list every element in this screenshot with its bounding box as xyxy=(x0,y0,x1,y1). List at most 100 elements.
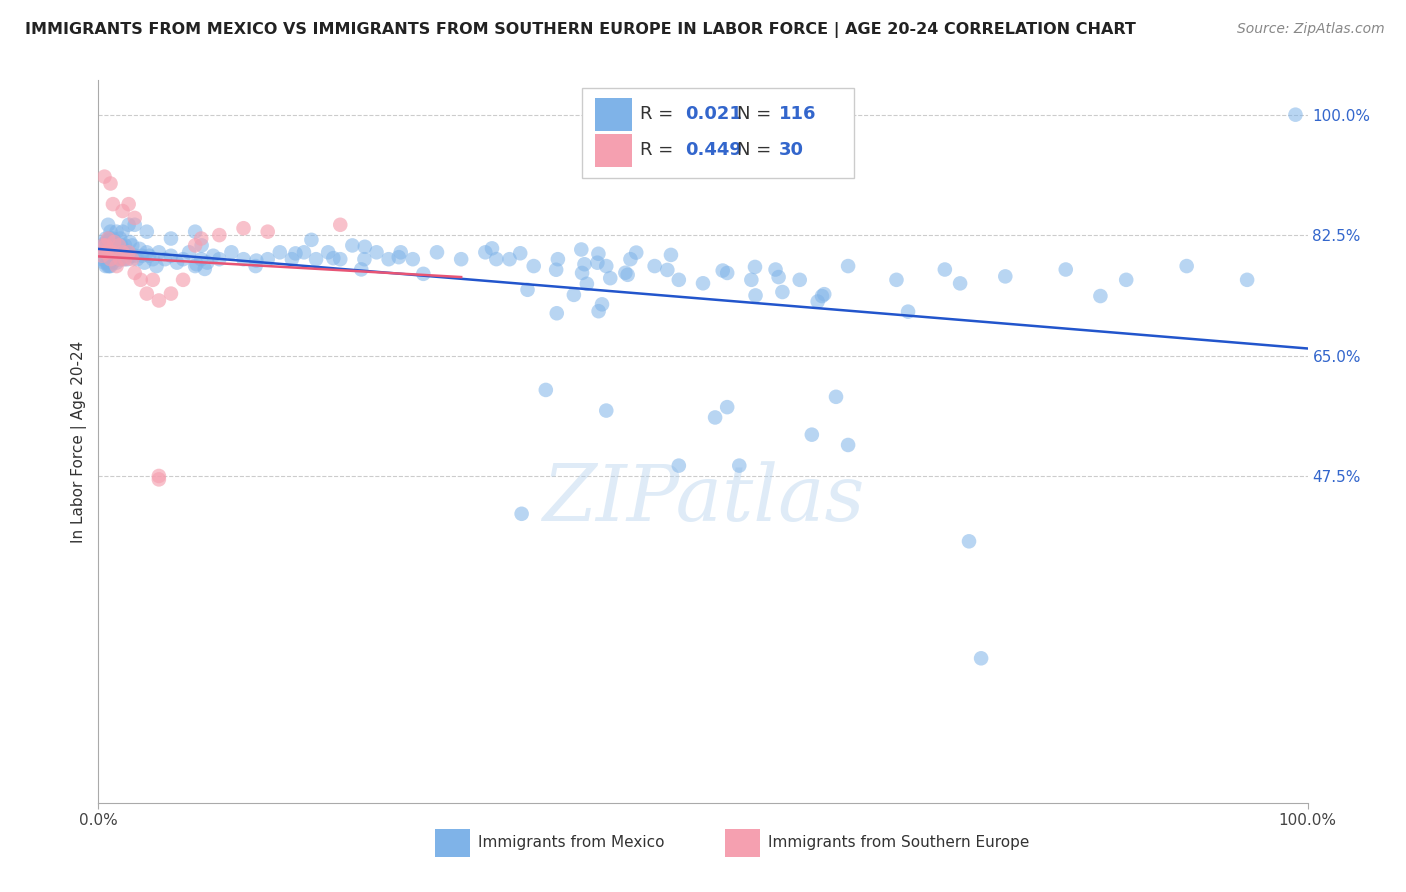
Point xyxy=(153,252,176,267)
Point xyxy=(202,249,225,263)
Point xyxy=(474,245,496,260)
Point xyxy=(509,246,531,260)
FancyBboxPatch shape xyxy=(724,829,759,857)
Point xyxy=(148,472,170,486)
Point xyxy=(659,248,682,262)
Point xyxy=(388,250,411,264)
Text: R =: R = xyxy=(640,141,678,160)
Point xyxy=(124,249,146,263)
Point xyxy=(481,241,503,255)
Point xyxy=(98,245,121,260)
Point xyxy=(131,249,153,263)
Point xyxy=(800,427,823,442)
Point xyxy=(614,266,637,280)
Point xyxy=(121,252,143,267)
Point xyxy=(1284,108,1306,122)
Point xyxy=(107,249,129,263)
Point xyxy=(108,231,131,245)
Point xyxy=(91,249,114,263)
Point xyxy=(115,245,138,260)
Point xyxy=(96,235,118,249)
Point xyxy=(284,246,307,260)
Point xyxy=(100,177,122,191)
Point xyxy=(704,410,727,425)
Point xyxy=(127,252,149,267)
Text: Immigrants from Southern Europe: Immigrants from Southern Europe xyxy=(768,835,1029,850)
Point xyxy=(100,225,122,239)
Point xyxy=(120,249,142,263)
Point xyxy=(111,245,134,260)
Point xyxy=(124,211,146,225)
Point xyxy=(329,218,352,232)
Point xyxy=(98,259,121,273)
Point xyxy=(1090,289,1112,303)
Point xyxy=(93,169,115,184)
Point xyxy=(124,218,146,232)
Point xyxy=(516,283,538,297)
Point xyxy=(134,255,156,269)
Point xyxy=(96,245,118,260)
Point xyxy=(118,197,141,211)
Point xyxy=(595,403,617,417)
Point xyxy=(195,255,218,269)
Point xyxy=(711,263,734,277)
Point xyxy=(97,249,120,263)
Point xyxy=(117,252,139,267)
Point xyxy=(292,245,315,260)
Point xyxy=(811,289,834,303)
Point xyxy=(98,231,121,245)
Point xyxy=(1236,273,1258,287)
Point xyxy=(256,252,278,267)
Point xyxy=(377,252,399,267)
Text: IMMIGRANTS FROM MEXICO VS IMMIGRANTS FROM SOUTHERN EUROPE IN LABOR FORCE | AGE 2: IMMIGRANTS FROM MEXICO VS IMMIGRANTS FRO… xyxy=(25,22,1136,38)
Text: 30: 30 xyxy=(779,141,804,160)
Point xyxy=(546,306,568,320)
Point xyxy=(135,286,157,301)
Point xyxy=(269,245,291,260)
FancyBboxPatch shape xyxy=(595,97,631,131)
Point xyxy=(105,255,128,269)
Text: N =: N = xyxy=(737,105,770,123)
Point xyxy=(172,273,194,287)
Point xyxy=(148,245,170,260)
Text: Source: ZipAtlas.com: Source: ZipAtlas.com xyxy=(1237,22,1385,37)
Point xyxy=(94,259,117,273)
Point xyxy=(547,252,569,267)
Point xyxy=(100,252,122,267)
Point xyxy=(100,245,122,260)
Point xyxy=(148,469,170,483)
Point xyxy=(569,243,592,257)
Point xyxy=(657,263,679,277)
Point xyxy=(94,238,117,252)
Point xyxy=(770,285,793,299)
Point xyxy=(350,262,373,277)
Point xyxy=(562,288,585,302)
Point xyxy=(108,238,131,252)
FancyBboxPatch shape xyxy=(434,829,470,857)
Point xyxy=(190,231,212,245)
Point xyxy=(135,225,157,239)
Point xyxy=(591,297,613,311)
Point xyxy=(94,245,117,260)
Point xyxy=(716,400,738,414)
Point xyxy=(124,266,146,280)
Text: ZIPatlas: ZIPatlas xyxy=(541,461,865,538)
Point xyxy=(118,245,141,260)
Point xyxy=(616,268,638,282)
Point xyxy=(510,507,533,521)
Point xyxy=(121,238,143,252)
Point xyxy=(588,246,610,260)
Point xyxy=(100,259,122,273)
Point xyxy=(957,534,980,549)
Point xyxy=(135,245,157,260)
Point xyxy=(329,252,352,267)
Point xyxy=(232,252,254,267)
Point xyxy=(807,294,830,309)
Point xyxy=(184,238,207,252)
Point xyxy=(221,245,243,260)
Point xyxy=(245,259,267,273)
Point xyxy=(692,277,714,291)
Point xyxy=(190,252,212,267)
Point xyxy=(837,259,859,273)
Point xyxy=(450,252,472,267)
